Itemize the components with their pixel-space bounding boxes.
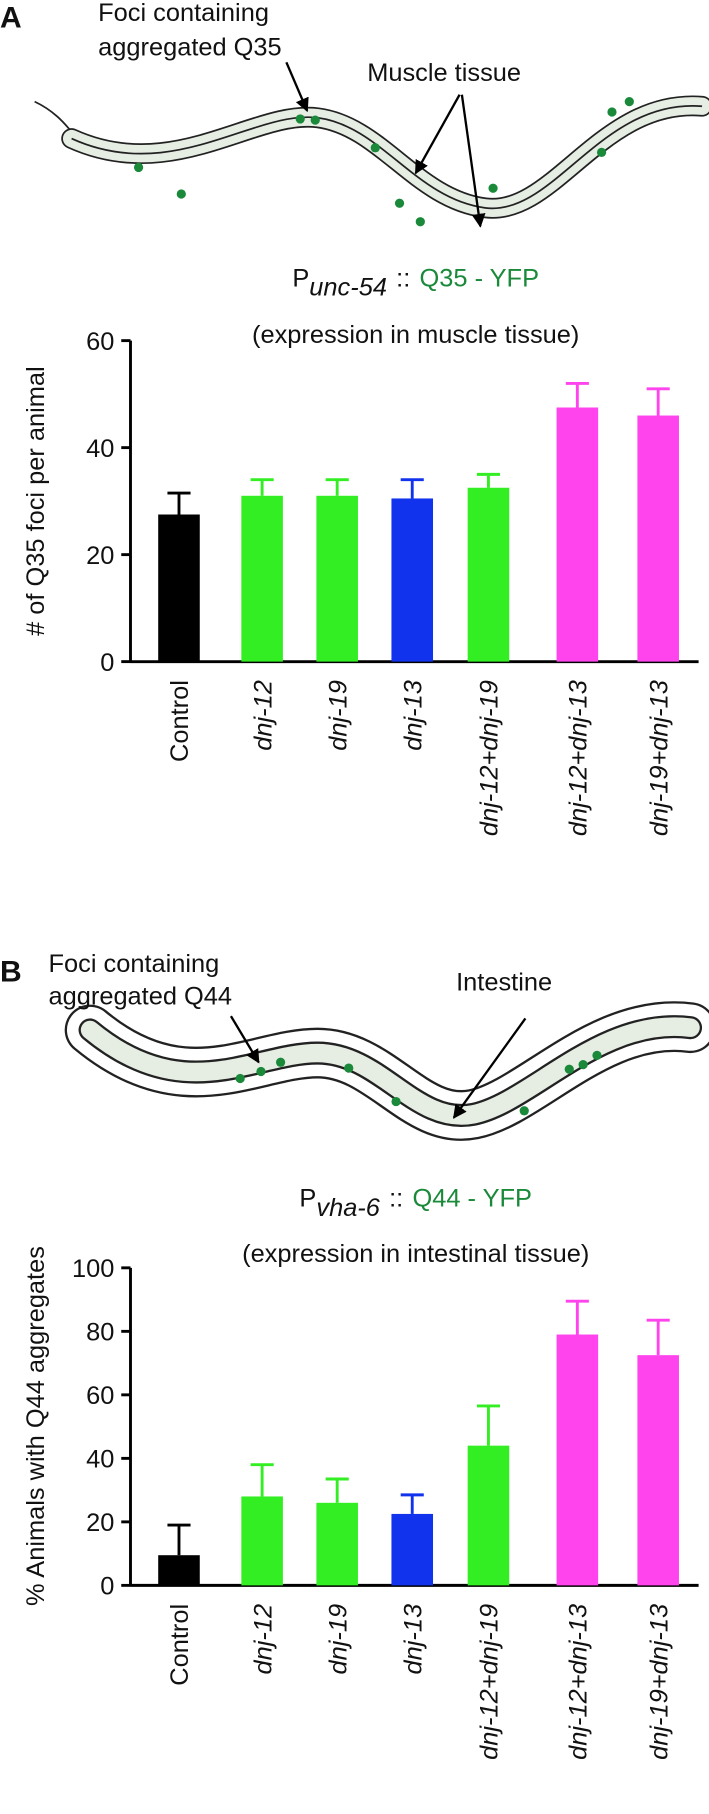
bar — [556, 1334, 599, 1586]
worm-diagram-b — [64, 1001, 709, 1141]
worm-diagram-a — [34, 61, 709, 228]
chart-subtitle: (expression in intestinal tissue) — [242, 1240, 589, 1268]
chart-title: Punc-54:: Q35 - YFP — [292, 264, 539, 301]
annotation: Intestine — [456, 969, 552, 997]
bar — [241, 1496, 283, 1586]
x-tick-label: dnj-13 — [399, 680, 427, 751]
bar — [467, 1445, 510, 1586]
x-tick-label: dnj-19 — [324, 680, 352, 751]
annotation: aggregated Q35 — [98, 33, 282, 61]
title-construct: Q35 - YFP — [420, 264, 539, 292]
title-construct: Q44 - YFP — [412, 1185, 531, 1213]
bar — [241, 495, 283, 662]
y-tick-label: 20 — [86, 542, 114, 570]
y-tick-label: 0 — [100, 649, 114, 677]
bar — [158, 514, 200, 662]
title-prefix: P — [299, 1185, 316, 1213]
bar — [391, 498, 434, 662]
x-tick-label: dnj-19+dnj-13 — [645, 680, 673, 836]
y-tick-label: 40 — [86, 1446, 114, 1474]
panel-label: B — [0, 955, 22, 988]
title-separator: :: — [396, 264, 410, 292]
annotation: aggregated Q44 — [49, 983, 233, 1011]
y-tick-label: 60 — [86, 1382, 114, 1410]
y-tick-label: 20 — [86, 1509, 114, 1537]
x-tick-label: dnj-12+dnj-13 — [565, 1604, 593, 1760]
chart-subtitle: (expression in muscle tissue) — [252, 321, 579, 349]
x-tick-label: dnj-12+dnj-19 — [476, 680, 504, 836]
x-tick-label: dnj-19+dnj-13 — [645, 1604, 673, 1760]
x-tick-label: dnj-12 — [249, 680, 277, 751]
x-tick-label: dnj-13 — [399, 1604, 427, 1675]
title-prefix: P — [292, 264, 309, 292]
y-tick-label: 0 — [100, 1573, 114, 1601]
bar — [316, 495, 358, 662]
y-tick-label: 40 — [86, 435, 114, 463]
bar — [467, 487, 510, 662]
title-separator: :: — [389, 1185, 403, 1213]
x-tick-label: dnj-12+dnj-19 — [476, 1604, 504, 1760]
bar — [556, 407, 599, 662]
annotation: Foci containing — [49, 950, 220, 978]
y-axis-label: # of Q35 foci per animal — [22, 366, 50, 636]
x-tick-label: Control — [166, 1604, 194, 1686]
y-tick-label: 100 — [72, 1255, 114, 1283]
annotation: Muscle tissue — [367, 59, 521, 87]
annotation: Foci containing — [98, 0, 269, 27]
title-subscript: vha-6 — [316, 1194, 380, 1222]
x-tick-label: dnj-12 — [249, 1604, 277, 1675]
title-subscript: unc-54 — [309, 274, 387, 302]
bar — [391, 1513, 434, 1586]
bar — [316, 1502, 358, 1586]
panel-label: A — [0, 2, 22, 35]
bar — [158, 1555, 200, 1586]
bar — [637, 1355, 679, 1586]
x-tick-label: dnj-12+dnj-13 — [565, 680, 593, 836]
chart-title: Pvha-6:: Q44 - YFP — [299, 1185, 532, 1222]
x-tick-label: Control — [166, 680, 194, 762]
x-tick-label: dnj-19 — [324, 1604, 352, 1675]
bar — [637, 415, 679, 662]
y-tick-label: 80 — [86, 1319, 114, 1347]
y-axis-label: % Animals with Q44 aggregates — [22, 1246, 50, 1606]
y-tick-label: 60 — [86, 328, 114, 356]
